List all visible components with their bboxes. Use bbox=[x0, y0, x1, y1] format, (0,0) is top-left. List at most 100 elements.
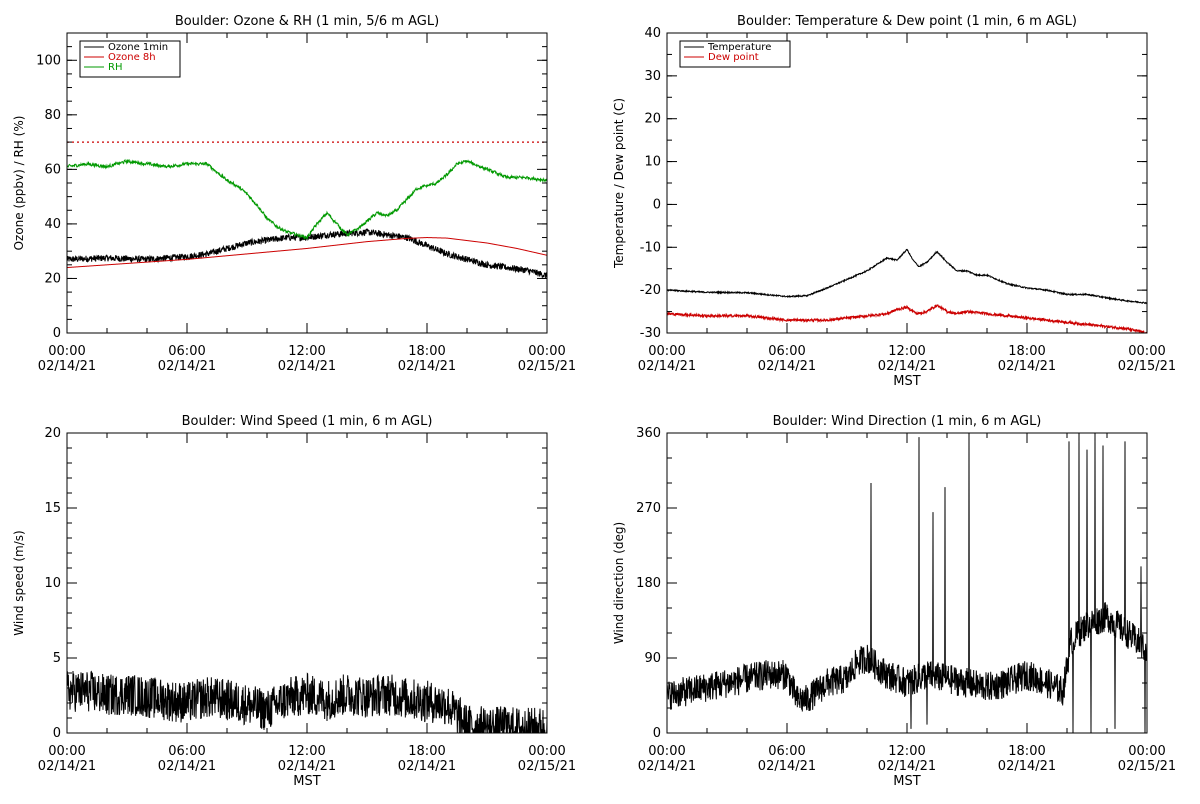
x-tick-date: 02/14/21 bbox=[38, 759, 96, 774]
x-tick-date: 02/14/21 bbox=[878, 759, 936, 774]
y-axis-label: Wind speed (m/s) bbox=[12, 530, 26, 635]
x-tick-time: 00:00 bbox=[1128, 344, 1165, 359]
x-tick-date: 02/14/21 bbox=[878, 359, 936, 374]
x-tick-date: 02/14/21 bbox=[638, 359, 696, 374]
y-tick-label: 90 bbox=[644, 651, 661, 666]
chart-title: Boulder: Wind Direction (1 min, 6 m AGL) bbox=[773, 414, 1042, 429]
x-tick-date: 02/15/21 bbox=[1118, 359, 1176, 374]
x-tick-time: 18:00 bbox=[408, 744, 445, 759]
plot-frame bbox=[66, 32, 548, 334]
series-line-1 bbox=[67, 670, 547, 733]
x-tick-date: 02/15/21 bbox=[1118, 759, 1176, 774]
x-tick-time: 06:00 bbox=[768, 344, 805, 359]
legend-entry: Ozone 1min bbox=[108, 42, 168, 53]
x-tick-time: 06:00 bbox=[168, 344, 205, 359]
y-tick-label: 40 bbox=[644, 26, 661, 41]
y-tick-label: 0 bbox=[653, 726, 661, 741]
y-tick-label: 100 bbox=[36, 53, 61, 68]
x-tick-time: 00:00 bbox=[48, 744, 85, 759]
y-tick-label: 5 bbox=[53, 651, 61, 666]
y-axis-label: Wind direction (deg) bbox=[612, 522, 626, 644]
x-tick-time: 06:00 bbox=[168, 744, 205, 759]
y-tick-label: 30 bbox=[644, 69, 661, 84]
x-tick-date: 02/14/21 bbox=[398, 759, 456, 774]
x-tick-time: 00:00 bbox=[48, 344, 85, 359]
x-tick-date: 02/14/21 bbox=[158, 759, 216, 774]
plot-frame bbox=[666, 32, 1148, 334]
y-tick-label: 0 bbox=[653, 197, 661, 212]
x-tick-date: 02/14/21 bbox=[758, 359, 816, 374]
x-tick-date: 02/14/21 bbox=[638, 759, 696, 774]
x-tick-date: 02/14/21 bbox=[998, 359, 1056, 374]
y-tick-label: 20 bbox=[44, 426, 61, 441]
x-axis-label: MST bbox=[893, 774, 920, 789]
plot-area bbox=[67, 670, 547, 733]
x-tick-time: 18:00 bbox=[408, 344, 445, 359]
x-tick-time: 00:00 bbox=[528, 744, 565, 759]
x-tick-time: 12:00 bbox=[288, 344, 325, 359]
y-tick-label: 80 bbox=[44, 108, 61, 123]
y-tick-label: 40 bbox=[44, 217, 61, 232]
chart-panel-4: Boulder: Wind Direction (1 min, 6 m AGL)… bbox=[612, 414, 1176, 789]
legend-entry: Temperature bbox=[707, 42, 771, 53]
x-tick-date: 02/14/21 bbox=[398, 359, 456, 374]
y-tick-label: 180 bbox=[636, 576, 661, 591]
x-tick-time: 06:00 bbox=[768, 744, 805, 759]
legend-entry: RH bbox=[108, 62, 122, 73]
plot-area bbox=[67, 141, 547, 278]
y-tick-label: 10 bbox=[44, 576, 61, 591]
x-tick-time: 12:00 bbox=[888, 744, 925, 759]
y-axis-label: Temperature / Dew point (C) bbox=[612, 98, 626, 269]
x-tick-time: 00:00 bbox=[528, 344, 565, 359]
y-tick-label: -30 bbox=[640, 326, 661, 341]
series-line-2 bbox=[67, 237, 547, 269]
chart-title: Boulder: Wind Speed (1 min, 6 m AGL) bbox=[182, 414, 433, 429]
x-tick-date: 02/14/21 bbox=[278, 759, 336, 774]
x-tick-date: 02/14/21 bbox=[158, 359, 216, 374]
y-tick-label: 0 bbox=[53, 726, 61, 741]
x-tick-date: 02/15/21 bbox=[518, 759, 576, 774]
legend-entry: Ozone 8h bbox=[108, 52, 156, 63]
legend-entry: Dew point bbox=[708, 52, 759, 63]
x-tick-date: 02/14/21 bbox=[758, 759, 816, 774]
x-axis-label: MST bbox=[293, 774, 320, 789]
chart-title: Boulder: Ozone & RH (1 min, 5/6 m AGL) bbox=[175, 14, 439, 29]
chart-panel-3: Boulder: Wind Speed (1 min, 6 m AGL) Wind… bbox=[12, 414, 576, 789]
x-tick-time: 12:00 bbox=[288, 744, 325, 759]
y-tick-label: -20 bbox=[640, 283, 661, 298]
x-tick-date: 02/14/21 bbox=[998, 759, 1056, 774]
x-tick-date: 02/14/21 bbox=[278, 359, 336, 374]
y-axis-label: Ozone (ppbv) / RH (%) bbox=[12, 116, 26, 251]
x-tick-date: 02/14/21 bbox=[38, 359, 96, 374]
chart-panel-1: Boulder: Ozone & RH (1 min, 5/6 m AGL) Oz… bbox=[12, 14, 576, 374]
series-line-1 bbox=[667, 248, 1147, 305]
y-tick-label: 10 bbox=[644, 155, 661, 170]
y-tick-label: 20 bbox=[644, 112, 661, 127]
x-tick-time: 00:00 bbox=[1128, 744, 1165, 759]
y-tick-label: 270 bbox=[636, 501, 661, 516]
chart-panel-2: Boulder: Temperature & Dew point (1 min,… bbox=[612, 14, 1176, 389]
y-tick-label: 20 bbox=[44, 271, 61, 286]
plot-area bbox=[667, 433, 1147, 733]
x-tick-date: 02/15/21 bbox=[518, 359, 576, 374]
y-tick-label: 60 bbox=[44, 162, 61, 177]
y-tick-label: 15 bbox=[44, 501, 61, 516]
x-tick-time: 18:00 bbox=[1008, 744, 1045, 759]
y-tick-label: -10 bbox=[640, 240, 661, 255]
x-tick-time: 00:00 bbox=[648, 344, 685, 359]
series-line-2 bbox=[667, 304, 1147, 333]
x-tick-time: 12:00 bbox=[888, 344, 925, 359]
x-axis-label: MST bbox=[893, 374, 920, 389]
x-tick-time: 00:00 bbox=[648, 744, 685, 759]
y-tick-label: 360 bbox=[636, 426, 661, 441]
legend-box bbox=[679, 40, 791, 68]
plot-area bbox=[667, 248, 1147, 333]
x-tick-time: 18:00 bbox=[1008, 344, 1045, 359]
y-tick-label: 0 bbox=[53, 326, 61, 341]
series-line-3 bbox=[67, 158, 547, 240]
series-line-1 bbox=[667, 433, 1147, 733]
